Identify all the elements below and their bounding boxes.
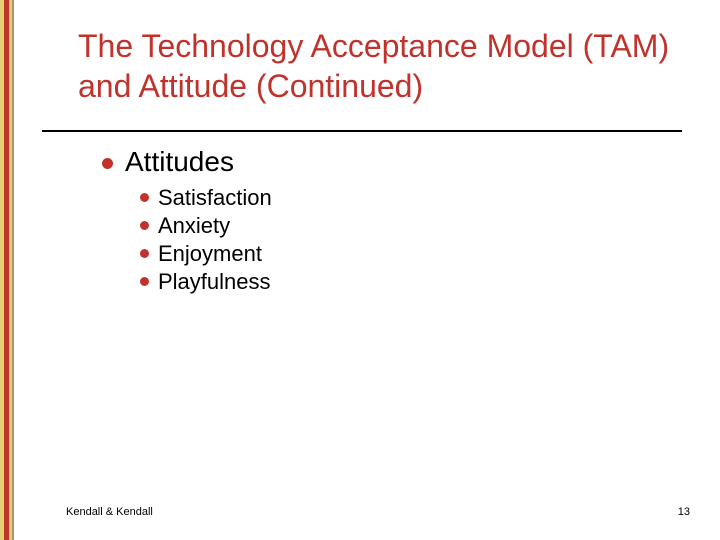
footer-author: Kendall & Kendall — [66, 506, 153, 518]
title-divider — [42, 130, 682, 132]
bullet-text: Enjoyment — [158, 241, 262, 267]
bullet-dot-icon — [140, 277, 149, 286]
bullet-text: Anxiety — [158, 213, 230, 239]
bullet-dot-icon — [140, 249, 149, 258]
left-accent-bar — [0, 0, 14, 540]
bullet-dot-icon — [102, 158, 113, 169]
accent-stripe — [12, 0, 14, 540]
bullet-text: Attitudes — [125, 146, 234, 178]
bullet-text: Satisfaction — [158, 185, 272, 211]
bullet-text: Playfulness — [158, 269, 271, 295]
footer-page-number: 13 — [660, 506, 690, 518]
bullet-dot-icon — [140, 193, 149, 202]
slide-title: The Technology Acceptance Model (TAM) an… — [78, 26, 678, 106]
slide: The Technology Acceptance Model (TAM) an… — [0, 0, 720, 540]
bullet-dot-icon — [140, 221, 149, 230]
